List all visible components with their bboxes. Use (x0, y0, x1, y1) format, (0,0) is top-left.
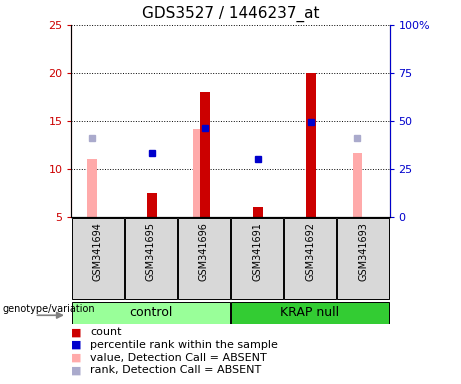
Text: KRAP null: KRAP null (280, 306, 340, 319)
Bar (353, 153, 362, 217)
Bar (178, 218, 230, 299)
Text: GSM341694: GSM341694 (93, 222, 103, 281)
Bar (337, 218, 389, 299)
Text: ■: ■ (71, 353, 82, 362)
Text: ■: ■ (71, 365, 82, 375)
Text: GSM341696: GSM341696 (199, 222, 209, 281)
Text: genotype/variation: genotype/variation (2, 304, 95, 314)
Text: control: control (129, 306, 173, 319)
Bar (284, 218, 336, 299)
Bar (72, 218, 124, 299)
Bar (72, 302, 230, 324)
Bar (194, 129, 203, 217)
Text: count: count (90, 327, 121, 337)
Text: GSM341693: GSM341693 (358, 222, 368, 281)
Bar (88, 159, 97, 217)
Text: GSM341691: GSM341691 (252, 222, 262, 281)
Bar (231, 302, 389, 324)
Bar (125, 218, 177, 299)
Text: rank, Detection Call = ABSENT: rank, Detection Call = ABSENT (90, 365, 261, 375)
Text: ■: ■ (71, 327, 82, 337)
Text: GSM341692: GSM341692 (305, 222, 315, 281)
Title: GDS3527 / 1446237_at: GDS3527 / 1446237_at (142, 6, 319, 22)
Bar (147, 193, 157, 217)
Text: percentile rank within the sample: percentile rank within the sample (90, 340, 278, 350)
Bar (306, 73, 316, 217)
Bar (231, 218, 283, 299)
Text: value, Detection Call = ABSENT: value, Detection Call = ABSENT (90, 353, 266, 362)
Bar (253, 207, 263, 217)
Text: ■: ■ (71, 340, 82, 350)
Text: GSM341695: GSM341695 (146, 222, 156, 281)
Bar (200, 92, 210, 217)
